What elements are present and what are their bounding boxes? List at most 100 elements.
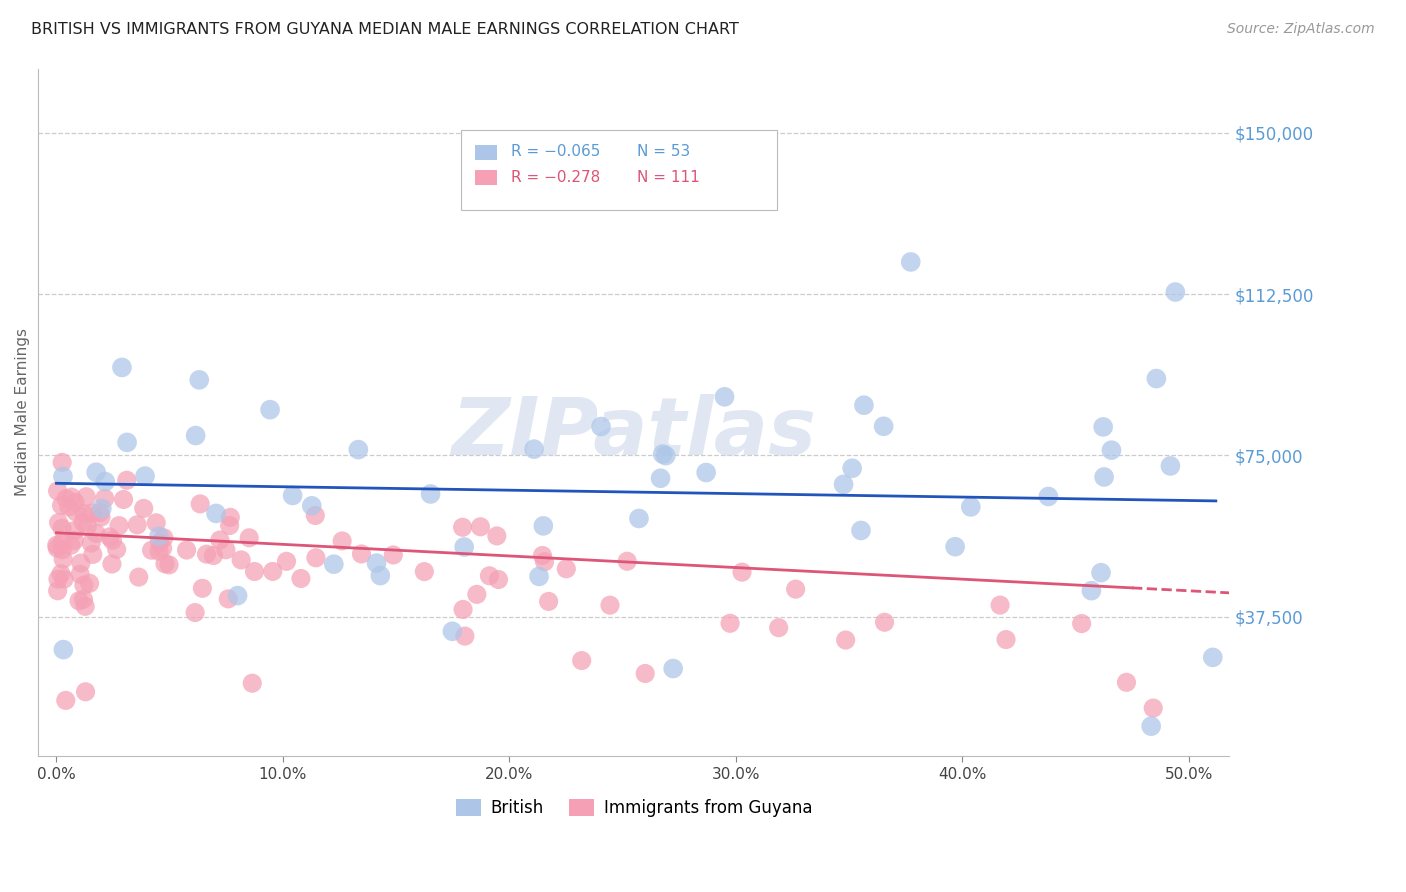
Point bbox=[589, 419, 612, 434]
Point bbox=[451, 602, 474, 616]
Text: N = 53: N = 53 bbox=[637, 145, 690, 160]
Point bbox=[89, 506, 111, 520]
Point bbox=[98, 530, 121, 544]
Point bbox=[662, 661, 685, 675]
Text: R = −0.065: R = −0.065 bbox=[512, 145, 600, 160]
Point bbox=[75, 685, 97, 699]
Point bbox=[651, 447, 673, 461]
Point bbox=[115, 435, 138, 450]
Point bbox=[63, 495, 86, 509]
Point bbox=[52, 642, 75, 657]
Point bbox=[537, 594, 560, 608]
Point bbox=[731, 565, 754, 579]
Point bbox=[599, 598, 621, 612]
Point bbox=[655, 449, 678, 463]
Point bbox=[63, 524, 86, 538]
Point bbox=[101, 557, 124, 571]
Point bbox=[184, 606, 207, 620]
Point bbox=[84, 526, 107, 541]
Point bbox=[873, 615, 896, 630]
Point bbox=[217, 591, 239, 606]
Point bbox=[148, 529, 170, 543]
Text: Source: ZipAtlas.com: Source: ZipAtlas.com bbox=[1227, 22, 1375, 37]
Point bbox=[1070, 616, 1092, 631]
Point bbox=[1101, 443, 1123, 458]
Point bbox=[451, 520, 474, 534]
Point bbox=[105, 542, 128, 557]
Point bbox=[718, 616, 741, 631]
Point bbox=[145, 516, 167, 530]
Y-axis label: Median Male Earnings: Median Male Earnings bbox=[15, 328, 30, 496]
Point bbox=[219, 510, 242, 524]
Point bbox=[259, 402, 281, 417]
Point bbox=[63, 533, 86, 548]
Point bbox=[231, 553, 253, 567]
FancyBboxPatch shape bbox=[461, 130, 778, 210]
Point bbox=[852, 398, 875, 412]
Point bbox=[148, 535, 170, 549]
Point bbox=[176, 543, 198, 558]
Point bbox=[72, 516, 94, 530]
Point bbox=[191, 582, 214, 596]
Point bbox=[90, 510, 112, 524]
Point bbox=[101, 533, 124, 548]
Point bbox=[184, 428, 207, 442]
Point bbox=[90, 501, 112, 516]
Point bbox=[322, 557, 344, 571]
Point bbox=[240, 676, 263, 690]
Point bbox=[1092, 420, 1115, 434]
Point bbox=[46, 483, 69, 498]
Point bbox=[634, 666, 657, 681]
Point bbox=[413, 565, 436, 579]
Point bbox=[82, 506, 104, 520]
Point bbox=[132, 501, 155, 516]
Point bbox=[485, 529, 508, 543]
Point bbox=[533, 555, 555, 569]
Point bbox=[330, 533, 353, 548]
Point bbox=[65, 505, 87, 519]
Point bbox=[834, 633, 856, 648]
Point bbox=[347, 442, 370, 457]
Point bbox=[46, 541, 69, 555]
Point bbox=[202, 549, 225, 563]
Point bbox=[58, 500, 80, 514]
Text: R = −0.278: R = −0.278 bbox=[512, 169, 600, 185]
Point bbox=[141, 543, 163, 558]
Point bbox=[555, 562, 578, 576]
Point bbox=[243, 565, 266, 579]
Point bbox=[111, 360, 134, 375]
Point bbox=[45, 538, 67, 552]
FancyBboxPatch shape bbox=[475, 145, 496, 160]
Point bbox=[713, 390, 735, 404]
Point bbox=[188, 497, 211, 511]
Point bbox=[49, 566, 72, 581]
Point bbox=[208, 533, 231, 547]
Point bbox=[127, 517, 149, 532]
Legend: British, Immigrants from Guyana: British, Immigrants from Guyana bbox=[449, 792, 818, 823]
Point bbox=[153, 557, 176, 571]
Point bbox=[988, 598, 1011, 612]
Point bbox=[55, 491, 77, 506]
Point bbox=[46, 583, 69, 598]
Point bbox=[55, 693, 77, 707]
Point bbox=[900, 255, 922, 269]
Point bbox=[75, 490, 97, 504]
Point bbox=[382, 548, 405, 562]
Point bbox=[69, 567, 91, 582]
Point bbox=[959, 500, 981, 514]
Point bbox=[531, 519, 554, 533]
Point bbox=[1092, 470, 1115, 484]
Point bbox=[153, 531, 176, 545]
Point bbox=[1142, 701, 1164, 715]
Point bbox=[226, 589, 249, 603]
Point bbox=[238, 531, 260, 545]
Point bbox=[80, 536, 103, 550]
Text: BRITISH VS IMMIGRANTS FROM GUYANA MEDIAN MALE EARNINGS CORRELATION CHART: BRITISH VS IMMIGRANTS FROM GUYANA MEDIAN… bbox=[31, 22, 738, 37]
Point bbox=[695, 466, 717, 480]
Point bbox=[52, 469, 75, 483]
Point bbox=[453, 540, 475, 554]
Point bbox=[1115, 675, 1137, 690]
Point bbox=[215, 542, 238, 557]
Point bbox=[115, 473, 138, 487]
Point bbox=[441, 624, 464, 639]
